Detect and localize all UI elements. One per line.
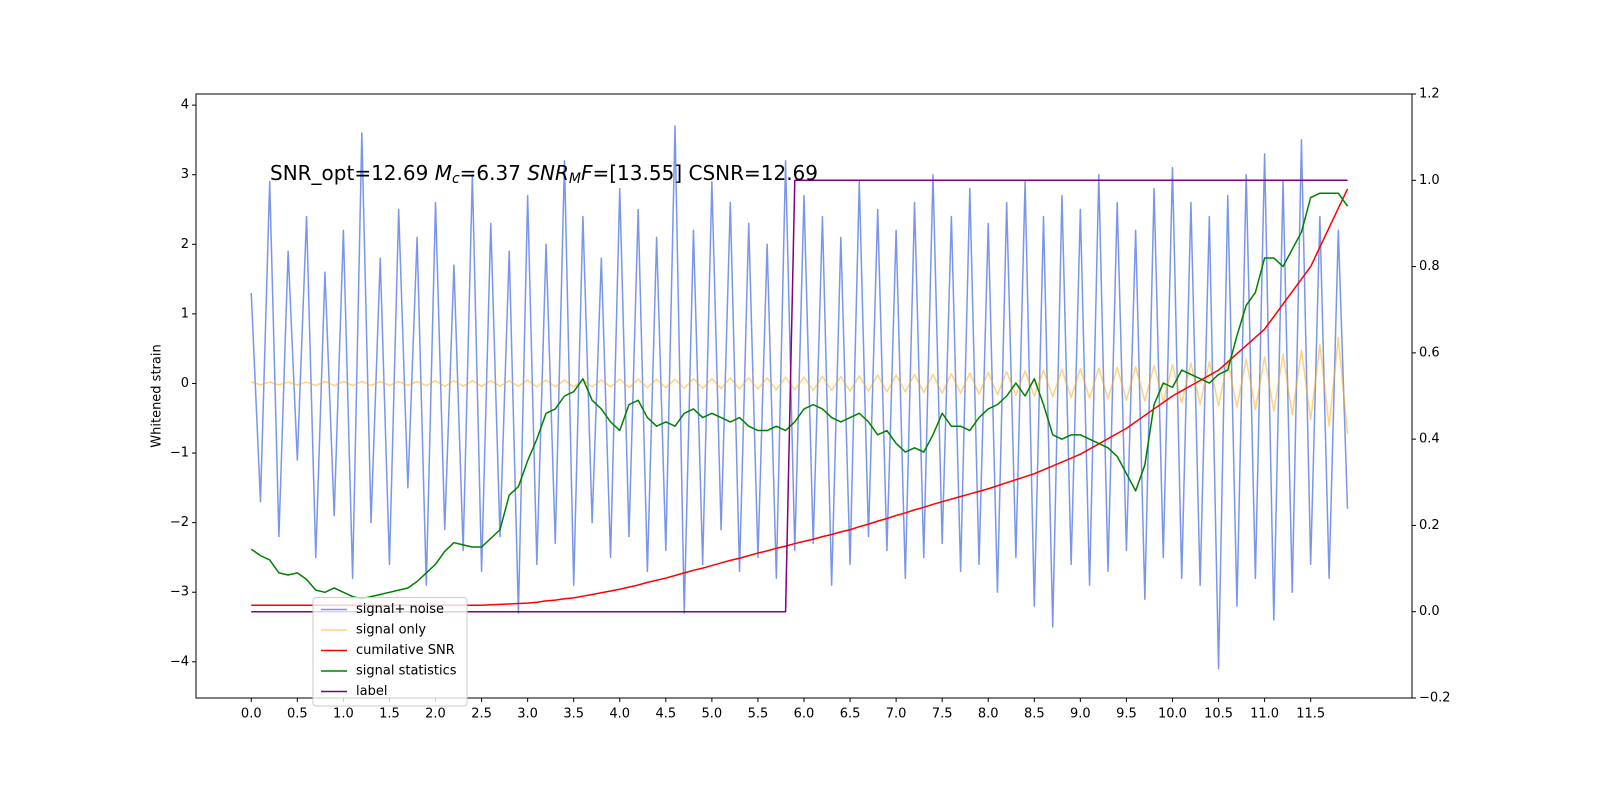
y-axis-label: Whitened strain [150,344,165,447]
legend-box [312,597,468,707]
x-tick-label: 1.5 [379,707,400,722]
y-tick-label: −2 [170,515,189,530]
x-tick-label: 4.0 [609,707,630,722]
y-tick-label: 2 [181,237,189,252]
x-tick-label: 7.5 [932,707,953,722]
x-tick-label: 2.5 [471,707,492,722]
x-tick-label: 11.0 [1250,707,1279,722]
series-line [250,192,1349,600]
x-tick-label: 3.5 [563,707,584,722]
annotation-part: M [569,171,581,187]
y2-tick-label: 0.8 [1419,259,1440,274]
legend-label: label [356,684,387,699]
legend-label: signal only [356,623,426,638]
x-tick-label: 6.5 [840,707,861,722]
x-tick-label: 7.0 [886,707,907,722]
x-tick-label: 5.5 [748,707,769,722]
series-line [250,125,1349,670]
x-tick-label: 10.0 [1158,707,1187,722]
y-tick-label: 0 [181,376,189,391]
annotation-part: M [435,161,452,185]
legend-label: signal statistics [356,664,457,679]
legend: signal+ noise signal only cumilative SNR si… [312,597,468,707]
x-tick-label: 2.0 [425,707,446,722]
x-tick-label: 8.0 [978,707,999,722]
y-tick-label: −3 [170,585,189,600]
annotation-part: =[13.55] CSNR=12.69 [593,161,819,185]
x-tick-label: 0.0 [241,707,262,722]
y-tick-label: −1 [170,446,189,461]
x-tick-label: 9.5 [1116,707,1137,722]
legend-label: signal+ noise [356,602,444,617]
annotation-part: F [581,161,593,185]
x-tick-label: 1.0 [333,707,354,722]
annotation-part: SNR_opt=12.69 [270,161,435,185]
y-tick-label: 3 [181,167,189,182]
y2-tick-label: −0.2 [1419,691,1451,706]
x-tick-label: 6.0 [794,707,815,722]
series-line [251,336,1349,434]
annotation-part: c [452,171,460,187]
x-tick-label: 8.5 [1024,707,1045,722]
y2-tick-label: 0.4 [1419,432,1440,447]
y2-tick-label: 0.2 [1419,518,1440,533]
y2-tick-label: 1.0 [1419,173,1440,188]
y2-tick-label: 0.0 [1419,604,1440,619]
y-tick-label: 1 [181,306,189,321]
y2-tick-label: 1.2 [1419,87,1440,102]
x-tick-label: 4.5 [655,707,676,722]
annotation: SNR_opt=12.69 Mc=6.37 SNRMF=[13.55] CSNR… [270,161,818,188]
x-tick-label: 5.0 [702,707,723,722]
y-tick-label: 4 [181,98,189,113]
legend-label: cumilative SNR [356,643,455,658]
annotation-part: SNR [527,161,569,185]
x-tick-label: 11.5 [1296,707,1325,722]
annotation-part: =6.37 [460,161,528,185]
x-tick-label: 9.0 [1070,707,1091,722]
x-tick-label: 3.0 [517,707,538,722]
y2-tick-label: 0.6 [1419,345,1440,360]
plot-area [250,125,1349,670]
x-tick-label: 0.5 [287,707,308,722]
x-tick-label: 10.5 [1204,707,1233,722]
y-tick-label: −4 [170,654,189,669]
